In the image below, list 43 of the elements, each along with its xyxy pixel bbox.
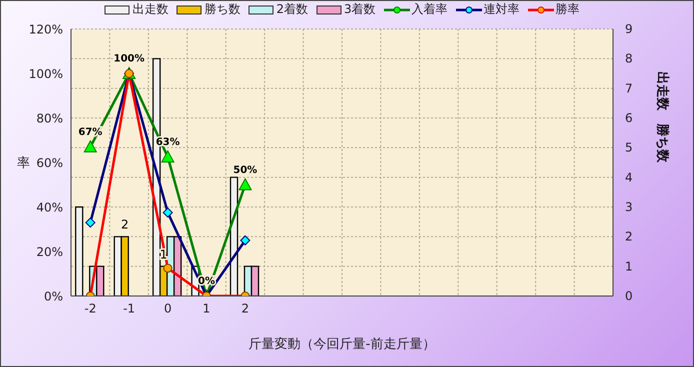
y-tick-label: 60% xyxy=(36,156,63,170)
x-tick-label: -1 xyxy=(123,302,136,316)
y2-tick-label: 9 xyxy=(625,22,633,36)
y-tick-label: 20% xyxy=(36,244,63,259)
point xyxy=(240,235,250,246)
y-tick-label: 100% xyxy=(28,66,63,81)
y-tick-label: 80% xyxy=(36,111,63,126)
y-tick-label: 40% xyxy=(36,200,63,214)
y2-tick-label: 4 xyxy=(625,170,633,184)
point xyxy=(161,150,174,162)
legend-label: 勝率 xyxy=(554,1,580,18)
y2-tick-label: 5 xyxy=(625,140,633,155)
y2-tick-label: 3 xyxy=(625,200,633,214)
bar xyxy=(75,206,84,296)
data-label: 0% xyxy=(198,276,215,287)
point xyxy=(85,218,96,228)
legend-label: 3着数 xyxy=(343,1,376,18)
legend-label: 出走数 xyxy=(131,1,168,18)
legend-label: 連対率 xyxy=(482,1,520,18)
y2-axis-title: 出走数 勝ち数 xyxy=(654,72,670,164)
x-tick-label: 0 xyxy=(164,302,172,316)
y2-tick-label: 1 xyxy=(625,259,633,274)
y-axis-title: 率 xyxy=(17,155,30,172)
data-label: 100% xyxy=(114,54,145,64)
x-tick-label: -2 xyxy=(84,302,96,316)
legend-label: 勝ち数 xyxy=(203,1,240,18)
x-axis-title: 斤量変動（今回斤量-前走斤量） xyxy=(248,336,436,352)
y2-tick-label: 7 xyxy=(625,81,633,96)
x-tick-label: 1 xyxy=(202,302,210,316)
legend-label: 入着率 xyxy=(410,1,448,18)
y2-tick-label: 8 xyxy=(625,52,633,66)
legend-label: 2着数 xyxy=(275,1,308,18)
x-tick-label: 2 xyxy=(241,302,250,316)
y-tick-label: 120% xyxy=(28,22,63,36)
data-label: 2 xyxy=(121,218,129,232)
y-tick-label: 0% xyxy=(44,289,63,304)
y2-tick-label: 0 xyxy=(625,289,633,303)
y2-tick-label: 2 xyxy=(625,230,633,244)
data-label: 50% xyxy=(233,164,258,176)
point xyxy=(238,178,252,190)
y2-tick-label: 6 xyxy=(625,111,633,125)
point xyxy=(162,208,173,218)
point xyxy=(84,140,97,152)
